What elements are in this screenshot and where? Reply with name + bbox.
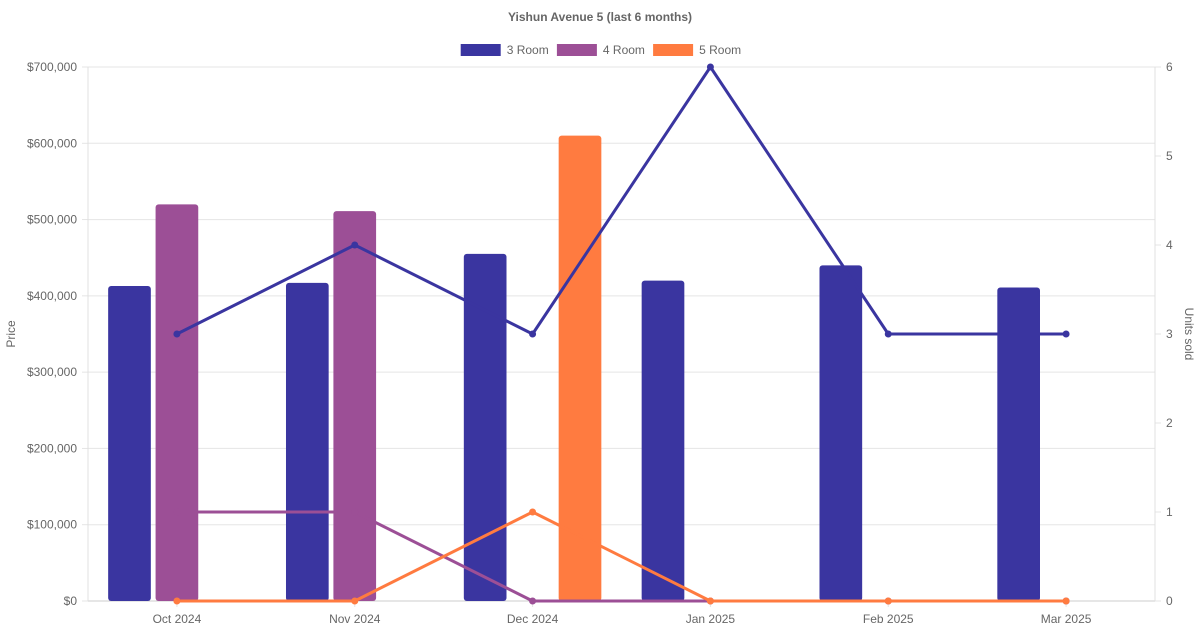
series-line — [176, 510, 1067, 603]
line-point — [173, 597, 181, 605]
legend-label[interactable]: 5 Room — [699, 43, 741, 57]
line-point — [351, 597, 359, 605]
bar-series — [108, 135, 1041, 602]
y2-tick-label: 0 — [1166, 594, 1173, 608]
y-axis-label: Price — [4, 320, 18, 348]
line-point — [351, 508, 359, 516]
legend-swatch — [653, 44, 694, 56]
y2-tick-label: 2 — [1166, 416, 1173, 430]
x-tick-label: Mar 2025 — [1041, 612, 1092, 626]
legend-label[interactable]: 4 Room — [603, 43, 645, 57]
bar — [997, 287, 1041, 601]
y2-axis-label: Units sold — [1182, 308, 1196, 361]
axes: $0 $100,000 $200,000 $300,000 $400,000 $500,0… — [27, 60, 1173, 626]
y2-tick-label: 1 — [1166, 505, 1173, 519]
y-tick-label: $600,000 — [27, 136, 77, 150]
y-tick-label: $400,000 — [27, 289, 77, 303]
x-tick-label: Nov 2024 — [329, 612, 381, 626]
y-tick-label: $500,000 — [27, 213, 77, 227]
x-tick-label: Oct 2024 — [153, 612, 202, 626]
line-point — [529, 330, 537, 338]
y2-tick-label: 6 — [1166, 60, 1173, 74]
legend-swatch — [556, 44, 597, 56]
y2-tick-label: 4 — [1166, 238, 1173, 252]
y-tick-label: $300,000 — [27, 365, 77, 379]
legend-label[interactable]: 3 Room — [507, 43, 549, 57]
legend: 3 Room 4 Room 5 Room — [460, 43, 741, 57]
y2-tick-label: 3 — [1166, 327, 1173, 341]
line-point — [1062, 597, 1070, 605]
line-point — [884, 597, 892, 605]
bar — [108, 285, 151, 601]
y-tick-label: $0 — [64, 594, 78, 608]
line-point — [884, 330, 892, 338]
line-point — [351, 241, 359, 249]
y-tick-label: $700,000 — [27, 60, 77, 74]
series-line — [176, 65, 1067, 336]
bar — [333, 211, 377, 601]
line-point — [706, 63, 714, 71]
chart-title: Yishun Avenue 5 (last 6 months) — [508, 10, 692, 24]
line-point — [173, 330, 181, 338]
y-tick-label: $200,000 — [27, 441, 77, 455]
grid-lines — [88, 66, 1155, 602]
x-tick-label: Feb 2025 — [863, 612, 914, 626]
bar — [558, 135, 602, 601]
line-point — [173, 508, 181, 516]
bar — [285, 282, 329, 601]
line-series — [173, 63, 1070, 605]
y2-tick-label: 5 — [1166, 149, 1173, 163]
y-tick-label: $100,000 — [27, 518, 77, 532]
x-tick-label: Dec 2024 — [507, 612, 559, 626]
bar — [819, 265, 863, 601]
bar — [155, 204, 199, 602]
bar — [641, 280, 685, 601]
x-tick-label: Jan 2025 — [686, 612, 736, 626]
line-point — [1062, 330, 1070, 338]
line-point — [529, 508, 537, 516]
line-point — [529, 597, 537, 605]
legend-swatch — [460, 44, 501, 56]
line-point — [706, 597, 714, 605]
bar — [463, 253, 507, 601]
